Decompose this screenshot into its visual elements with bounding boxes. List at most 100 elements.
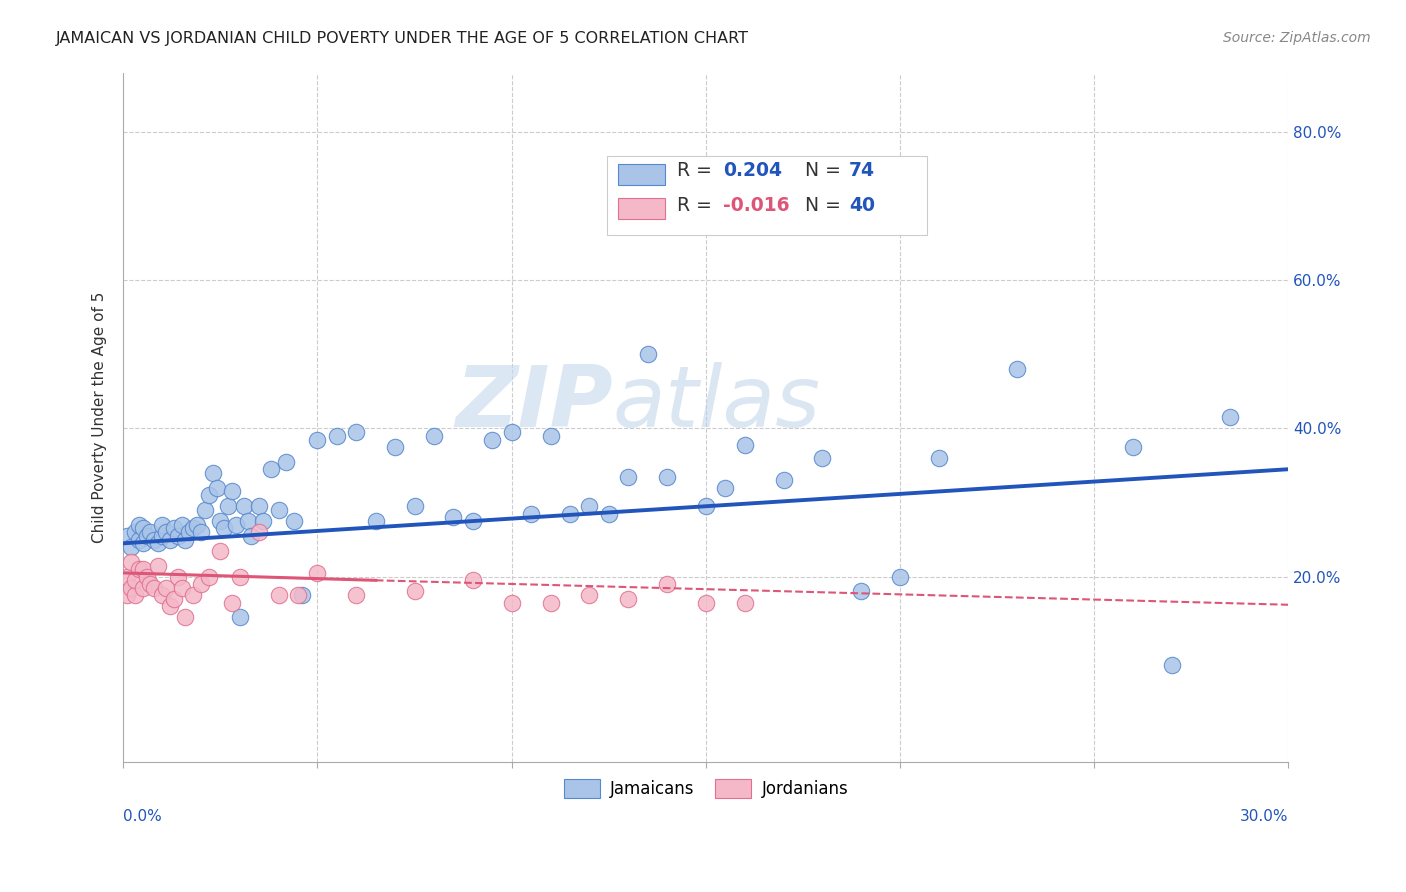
Point bbox=[221, 595, 243, 609]
Point bbox=[225, 517, 247, 532]
Point bbox=[540, 595, 562, 609]
Point bbox=[209, 543, 232, 558]
Point bbox=[501, 425, 523, 440]
Point bbox=[1161, 658, 1184, 673]
Point bbox=[267, 588, 290, 602]
Point bbox=[811, 451, 834, 466]
Point bbox=[166, 529, 188, 543]
Point bbox=[734, 595, 756, 609]
Point bbox=[174, 610, 197, 624]
Point bbox=[1122, 440, 1144, 454]
Legend: Jamaicans, Jordanians: Jamaicans, Jordanians bbox=[557, 772, 855, 805]
Text: ZIP: ZIP bbox=[456, 362, 613, 445]
Point bbox=[194, 503, 217, 517]
Point bbox=[287, 588, 309, 602]
Point bbox=[128, 562, 150, 576]
Point bbox=[197, 569, 219, 583]
Point bbox=[655, 577, 678, 591]
Point bbox=[617, 591, 640, 606]
Point bbox=[120, 581, 142, 595]
Bar bbox=[619, 164, 665, 185]
Point bbox=[124, 588, 146, 602]
Text: 0.204: 0.204 bbox=[723, 161, 782, 180]
Point bbox=[540, 429, 562, 443]
Point bbox=[155, 525, 177, 540]
Point bbox=[695, 500, 717, 514]
Point bbox=[139, 525, 162, 540]
Point bbox=[201, 466, 224, 480]
Point bbox=[139, 577, 162, 591]
Point bbox=[734, 438, 756, 452]
Point bbox=[1005, 362, 1028, 376]
Text: 30.0%: 30.0% bbox=[1240, 809, 1288, 823]
Point bbox=[655, 469, 678, 483]
Point bbox=[148, 536, 170, 550]
Point bbox=[232, 500, 254, 514]
Point bbox=[344, 588, 367, 602]
Point bbox=[240, 529, 263, 543]
Y-axis label: Child Poverty Under the Age of 5: Child Poverty Under the Age of 5 bbox=[93, 292, 107, 543]
Point bbox=[190, 577, 212, 591]
Point bbox=[120, 540, 142, 554]
Point bbox=[155, 581, 177, 595]
Point bbox=[236, 514, 259, 528]
Point bbox=[205, 481, 228, 495]
Point bbox=[190, 525, 212, 540]
Point bbox=[217, 500, 239, 514]
Point bbox=[209, 514, 232, 528]
Point bbox=[276, 455, 298, 469]
Point bbox=[143, 533, 166, 547]
Point bbox=[578, 500, 600, 514]
Point bbox=[132, 536, 155, 550]
Point bbox=[221, 484, 243, 499]
Point bbox=[558, 507, 581, 521]
Point bbox=[181, 521, 204, 535]
Point bbox=[260, 462, 283, 476]
Point bbox=[214, 521, 236, 535]
Point bbox=[423, 429, 446, 443]
Point bbox=[637, 347, 659, 361]
Point bbox=[267, 503, 290, 517]
Text: JAMAICAN VS JORDANIAN CHILD POVERTY UNDER THE AGE OF 5 CORRELATION CHART: JAMAICAN VS JORDANIAN CHILD POVERTY UNDE… bbox=[56, 31, 749, 46]
Point bbox=[928, 451, 950, 466]
Text: R =: R = bbox=[676, 161, 717, 180]
Point bbox=[695, 595, 717, 609]
Point bbox=[714, 481, 737, 495]
Text: N =: N = bbox=[804, 161, 846, 180]
Point bbox=[135, 529, 157, 543]
Text: 0.0%: 0.0% bbox=[124, 809, 162, 823]
Point bbox=[384, 440, 406, 454]
Text: R =: R = bbox=[676, 195, 717, 215]
Point bbox=[124, 525, 146, 540]
Point bbox=[344, 425, 367, 440]
Point bbox=[578, 588, 600, 602]
Point bbox=[132, 562, 155, 576]
Point bbox=[186, 517, 208, 532]
Bar bbox=[619, 198, 665, 219]
Point bbox=[1219, 410, 1241, 425]
Point bbox=[617, 469, 640, 483]
Point bbox=[307, 566, 329, 580]
Point bbox=[252, 514, 274, 528]
Point bbox=[364, 514, 387, 528]
FancyBboxPatch shape bbox=[607, 155, 927, 235]
Point bbox=[174, 533, 197, 547]
Point bbox=[501, 595, 523, 609]
Point bbox=[170, 517, 193, 532]
Point bbox=[307, 433, 329, 447]
Point bbox=[128, 517, 150, 532]
Point bbox=[197, 488, 219, 502]
Point bbox=[148, 558, 170, 573]
Point bbox=[150, 588, 173, 602]
Point bbox=[481, 433, 503, 447]
Text: atlas: atlas bbox=[613, 362, 821, 445]
Point bbox=[115, 529, 138, 543]
Point bbox=[159, 533, 181, 547]
Text: Source: ZipAtlas.com: Source: ZipAtlas.com bbox=[1223, 31, 1371, 45]
Point bbox=[291, 588, 314, 602]
Text: N =: N = bbox=[804, 195, 846, 215]
Point bbox=[179, 525, 201, 540]
Point bbox=[170, 581, 193, 595]
Point bbox=[159, 599, 181, 614]
Point bbox=[124, 574, 146, 588]
